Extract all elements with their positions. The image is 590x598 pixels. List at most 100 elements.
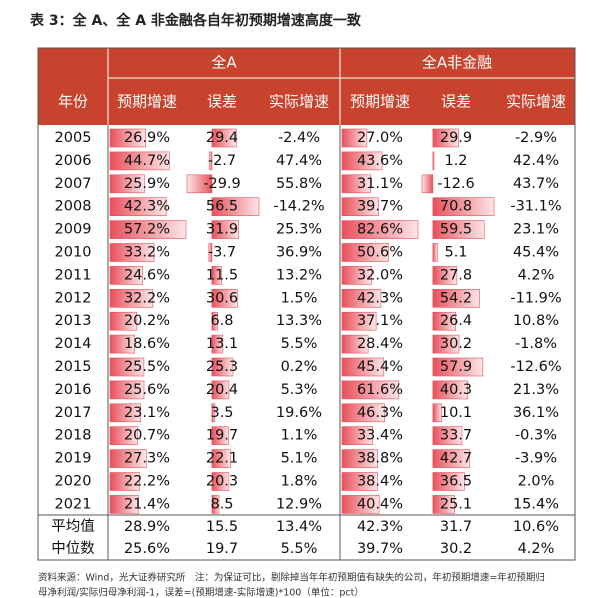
cell: 20.4 bbox=[206, 382, 238, 398]
data-bar bbox=[211, 495, 220, 514]
data-bar bbox=[432, 197, 495, 216]
cell: 40.4% bbox=[357, 496, 403, 512]
cell: 29.4 bbox=[206, 130, 238, 146]
cell: 42.4% bbox=[513, 153, 559, 169]
summary-cell: 30.2 bbox=[440, 541, 472, 557]
group-header: 全A bbox=[211, 54, 237, 72]
data-bar bbox=[211, 380, 230, 400]
data-bar bbox=[211, 197, 260, 216]
cell: 21.3% bbox=[513, 382, 559, 398]
group-header: 全A非金融 bbox=[422, 54, 492, 72]
cell: 33.7 bbox=[440, 428, 472, 444]
column-header: 实际增速 bbox=[269, 93, 329, 111]
data-bar bbox=[432, 449, 471, 468]
cell: -2.9% bbox=[515, 130, 557, 146]
data-bar bbox=[211, 357, 234, 377]
cell: -3.7 bbox=[208, 245, 236, 261]
data-bar bbox=[211, 128, 237, 148]
data-bar bbox=[109, 266, 143, 285]
data-bar bbox=[341, 197, 379, 216]
data-bar bbox=[109, 403, 141, 423]
cell: 43.6% bbox=[357, 153, 403, 169]
cell: 26.9% bbox=[124, 130, 170, 146]
cell: 57.9 bbox=[440, 359, 472, 375]
cell: 19.6% bbox=[276, 405, 322, 421]
summary-cell: 42.3% bbox=[357, 519, 403, 535]
cell: 42.3% bbox=[357, 290, 403, 306]
cell: 5.5% bbox=[281, 336, 318, 352]
cell: 2007 bbox=[55, 176, 92, 192]
cell: 23.1% bbox=[124, 405, 170, 421]
summary-cell: 19.7 bbox=[206, 541, 238, 557]
data-bar bbox=[109, 288, 154, 308]
cell: 11.5 bbox=[206, 267, 238, 283]
cell: 2020 bbox=[55, 474, 92, 490]
data-bar bbox=[432, 472, 465, 491]
cell: 2010 bbox=[55, 245, 92, 261]
summary-cell: 31.7 bbox=[440, 519, 472, 535]
cell: 56.5 bbox=[206, 199, 238, 215]
cell: 4.2% bbox=[518, 267, 555, 283]
cell: 22.2% bbox=[124, 474, 170, 490]
header-bg bbox=[38, 48, 575, 125]
cell: 25.3 bbox=[206, 359, 238, 375]
summary-cell: 25.6% bbox=[124, 541, 170, 557]
cell: 50.6% bbox=[357, 245, 403, 261]
cell: 12.9% bbox=[276, 496, 322, 512]
data-bar bbox=[211, 288, 238, 308]
data-bar bbox=[432, 495, 455, 514]
cell: 5.1 bbox=[444, 245, 467, 261]
cell: 29.9 bbox=[440, 130, 472, 146]
data-bar bbox=[211, 403, 216, 423]
data-bar bbox=[109, 174, 145, 194]
cell: 20.7% bbox=[124, 428, 170, 444]
cell: -29.9 bbox=[203, 176, 241, 192]
data-bar bbox=[341, 495, 380, 514]
data-bar bbox=[341, 334, 369, 354]
cell: 25.3% bbox=[276, 222, 322, 238]
cell: 0.2% bbox=[281, 359, 318, 375]
cell: 5.3% bbox=[281, 382, 318, 398]
summary-cell: 13.4% bbox=[276, 519, 322, 535]
data-bar bbox=[432, 266, 458, 285]
cell: 1.1% bbox=[281, 428, 318, 444]
cell: 42.7 bbox=[440, 451, 472, 467]
cell: 59.5 bbox=[440, 222, 472, 238]
cell: 30.2 bbox=[440, 336, 472, 352]
data-bar bbox=[211, 472, 230, 491]
summary-cell: 平均值 bbox=[51, 518, 95, 535]
column-header: 年份 bbox=[58, 93, 88, 111]
summary-cell: 4.2% bbox=[518, 541, 555, 557]
data-bar bbox=[109, 220, 187, 239]
cell: 10.1 bbox=[440, 405, 472, 421]
data-bar bbox=[109, 128, 147, 148]
cell: 43.7% bbox=[513, 176, 559, 192]
data-bar bbox=[341, 311, 377, 331]
summary-cell: 15.5 bbox=[206, 519, 238, 535]
data-bar bbox=[186, 174, 213, 194]
data-bar bbox=[432, 243, 438, 262]
data-bar bbox=[211, 220, 239, 239]
cell: -12.6 bbox=[437, 176, 475, 192]
data-bar bbox=[109, 380, 145, 400]
cell: 44.7% bbox=[124, 153, 170, 169]
summary-cell: 28.9% bbox=[124, 519, 170, 535]
data-bar bbox=[211, 311, 218, 331]
data-bar bbox=[109, 449, 147, 468]
cell: 13.2% bbox=[276, 267, 322, 283]
data-bar bbox=[211, 334, 224, 354]
cell: 27.8 bbox=[440, 267, 472, 283]
cell: 2.0% bbox=[518, 474, 555, 490]
cell: 2009 bbox=[55, 222, 92, 238]
cell: 30.6 bbox=[206, 290, 238, 306]
data-bar bbox=[432, 403, 442, 423]
data-bar bbox=[109, 357, 145, 377]
data-bar bbox=[432, 288, 480, 308]
cell: 25.5% bbox=[124, 359, 170, 375]
table-border bbox=[37, 47, 576, 561]
cell: 13.3% bbox=[276, 313, 322, 329]
cell: -2.4% bbox=[278, 130, 320, 146]
data-bar bbox=[341, 288, 382, 308]
cell: 5.1% bbox=[281, 451, 318, 467]
cell: 2014 bbox=[55, 336, 92, 352]
